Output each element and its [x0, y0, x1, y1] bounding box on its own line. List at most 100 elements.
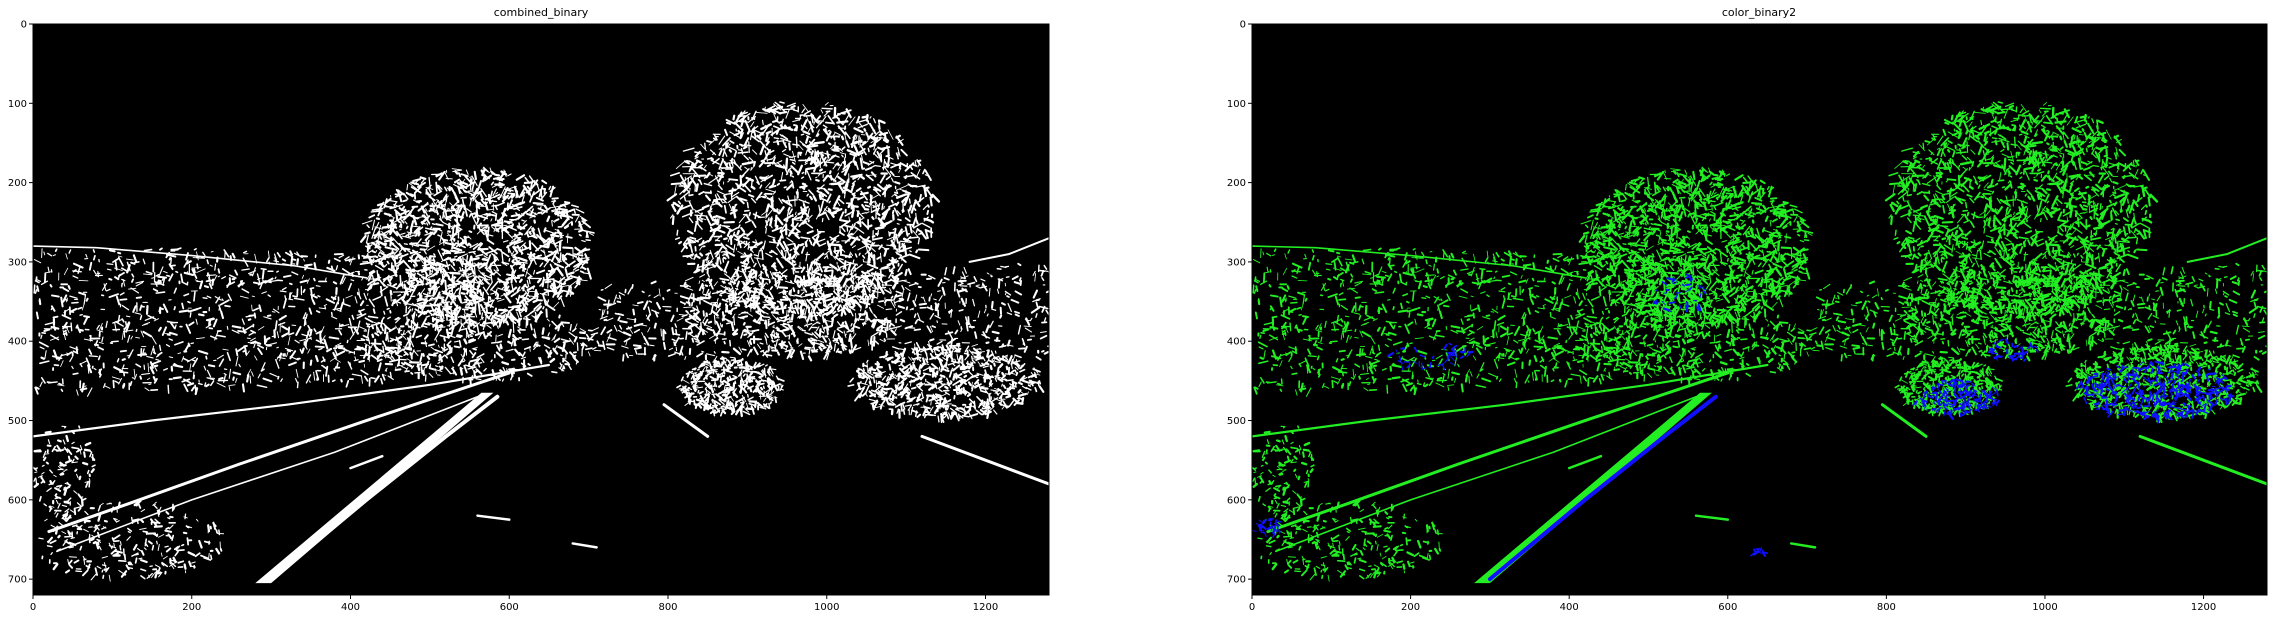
mask-pixel-stroke [694, 268, 701, 274]
mask-pixel-stroke [139, 315, 143, 321]
mask-pixel-stroke [314, 345, 325, 348]
mask-pixel-stroke [586, 337, 594, 341]
mask-pixel-stroke [808, 298, 813, 302]
mask-pixel-stroke [181, 302, 185, 310]
mask-pixel-stroke [714, 320, 719, 325]
mask-pixel-stroke [455, 225, 459, 229]
mask-pixel-stroke [375, 245, 385, 254]
mask-pixel-stroke [859, 157, 864, 169]
mask-pixel-stroke [874, 165, 881, 167]
mask-pixel-stroke [915, 347, 918, 353]
mask-pixel-stroke [387, 283, 398, 289]
mask-pixel-stroke [852, 229, 858, 236]
mask-pixel-stroke [895, 193, 908, 199]
mask-pixel-stroke [497, 195, 502, 200]
mask-pixel-stroke [833, 195, 841, 208]
mask-pixel-stroke [876, 212, 881, 217]
mask-pixel-stroke [799, 184, 808, 189]
mask-pixel-stroke [61, 314, 72, 320]
mask-pixel-stroke [587, 351, 591, 357]
mask-pixel-stroke [581, 220, 591, 229]
mask-pixel-stroke [52, 254, 57, 257]
mask-pixel-stroke [308, 307, 313, 315]
mask-pixel-stroke [565, 252, 578, 258]
mask-pixel-stroke [250, 337, 256, 342]
mask-pixel-stroke [362, 334, 369, 339]
mask-pixel-stroke [325, 277, 327, 281]
mask-pixel-stroke [747, 330, 756, 332]
mask-pixel-stroke [405, 191, 414, 198]
mask-pixel-stroke [481, 291, 485, 302]
mask-pixel-stroke [934, 302, 939, 308]
mask-pixel-stroke [276, 331, 280, 339]
mask-pixel-stroke [419, 176, 427, 180]
mask-pixel-stroke [514, 348, 521, 357]
mask-pixel-stroke [543, 204, 548, 210]
mask-pixel-stroke [744, 166, 749, 170]
mask-pixel-stroke [876, 324, 883, 330]
mask-pixel-stroke [377, 254, 382, 258]
mask-pixel-stroke [783, 186, 787, 189]
mask-pixel-stroke [733, 316, 736, 326]
mask-pixel-stroke [465, 328, 470, 339]
mask-pixel-stroke [804, 239, 809, 244]
mask-pixel-stroke [556, 267, 564, 277]
mask-pixel-stroke [851, 207, 855, 218]
mask-pixel-stroke [857, 123, 868, 129]
mask-pixel-stroke [505, 277, 511, 281]
mask-pixel-stroke [427, 240, 430, 246]
mask-pixel-stroke [782, 324, 790, 330]
mask-pixel-stroke [551, 320, 558, 328]
mask-pixel-stroke [852, 205, 859, 208]
mask-pixel-stroke [422, 325, 428, 328]
mask-pixel-stroke [410, 186, 422, 194]
mask-pixel-stroke [1024, 319, 1031, 322]
mask-pixel-stroke [371, 333, 375, 339]
mask-pixel-stroke [411, 225, 419, 228]
mask-pixel-stroke [957, 282, 964, 286]
mask-pixel-stroke [642, 300, 649, 310]
mask-pixel-stroke [434, 322, 437, 325]
mask-pixel-stroke [1001, 302, 1006, 306]
mask-pixel-stroke [417, 255, 428, 263]
mask-pixel-stroke [709, 226, 713, 231]
mask-pixel-stroke [581, 266, 587, 271]
mask-pixel-stroke [397, 189, 405, 196]
mask-pixel-stroke [894, 181, 901, 185]
mask-pixel-stroke [421, 306, 426, 309]
mask-pixel-stroke [463, 347, 467, 353]
mask-pixel-stroke [455, 258, 459, 262]
mask-pixel-stroke [67, 285, 71, 290]
mask-pixel-stroke [842, 265, 846, 270]
mask-pixel-stroke [1043, 317, 1047, 322]
mask-pixel-stroke [734, 287, 739, 291]
mask-pixel-stroke [578, 224, 581, 228]
mask-pixel-stroke [351, 373, 362, 377]
mask-pixel-stroke [498, 178, 505, 182]
mask-pixel-stroke [529, 216, 534, 219]
mask-pixel-stroke [898, 188, 903, 191]
mask-pixel-stroke [505, 320, 510, 326]
mask-pixel-stroke [438, 170, 446, 181]
mask-pixel-stroke [864, 204, 870, 208]
mask-pixel-stroke [566, 233, 569, 244]
mask-pixel-stroke [376, 202, 383, 207]
mask-pixel-stroke [701, 259, 705, 273]
mask-pixel-stroke [520, 265, 527, 271]
mask-pixel-stroke [520, 356, 527, 360]
mask-pixel-stroke [876, 151, 883, 162]
mask-pixel-stroke [383, 263, 388, 268]
mask-pixel-stroke [460, 292, 466, 295]
mask-pixel-stroke [135, 296, 143, 299]
mask-pixel-stroke [733, 279, 736, 286]
mask-pixel-stroke [205, 383, 210, 388]
mask-pixel-stroke [142, 258, 146, 265]
mask-pixel-stroke [397, 344, 402, 350]
mask-pixel-stroke [502, 240, 509, 243]
mask-pixel-stroke [461, 273, 468, 276]
mask-pixel-stroke [376, 240, 387, 247]
mask-pixel-stroke [890, 199, 894, 204]
mask-pixel-stroke [135, 336, 140, 339]
mask-pixel-stroke [1035, 356, 1042, 361]
mask-pixel-stroke [501, 378, 505, 382]
